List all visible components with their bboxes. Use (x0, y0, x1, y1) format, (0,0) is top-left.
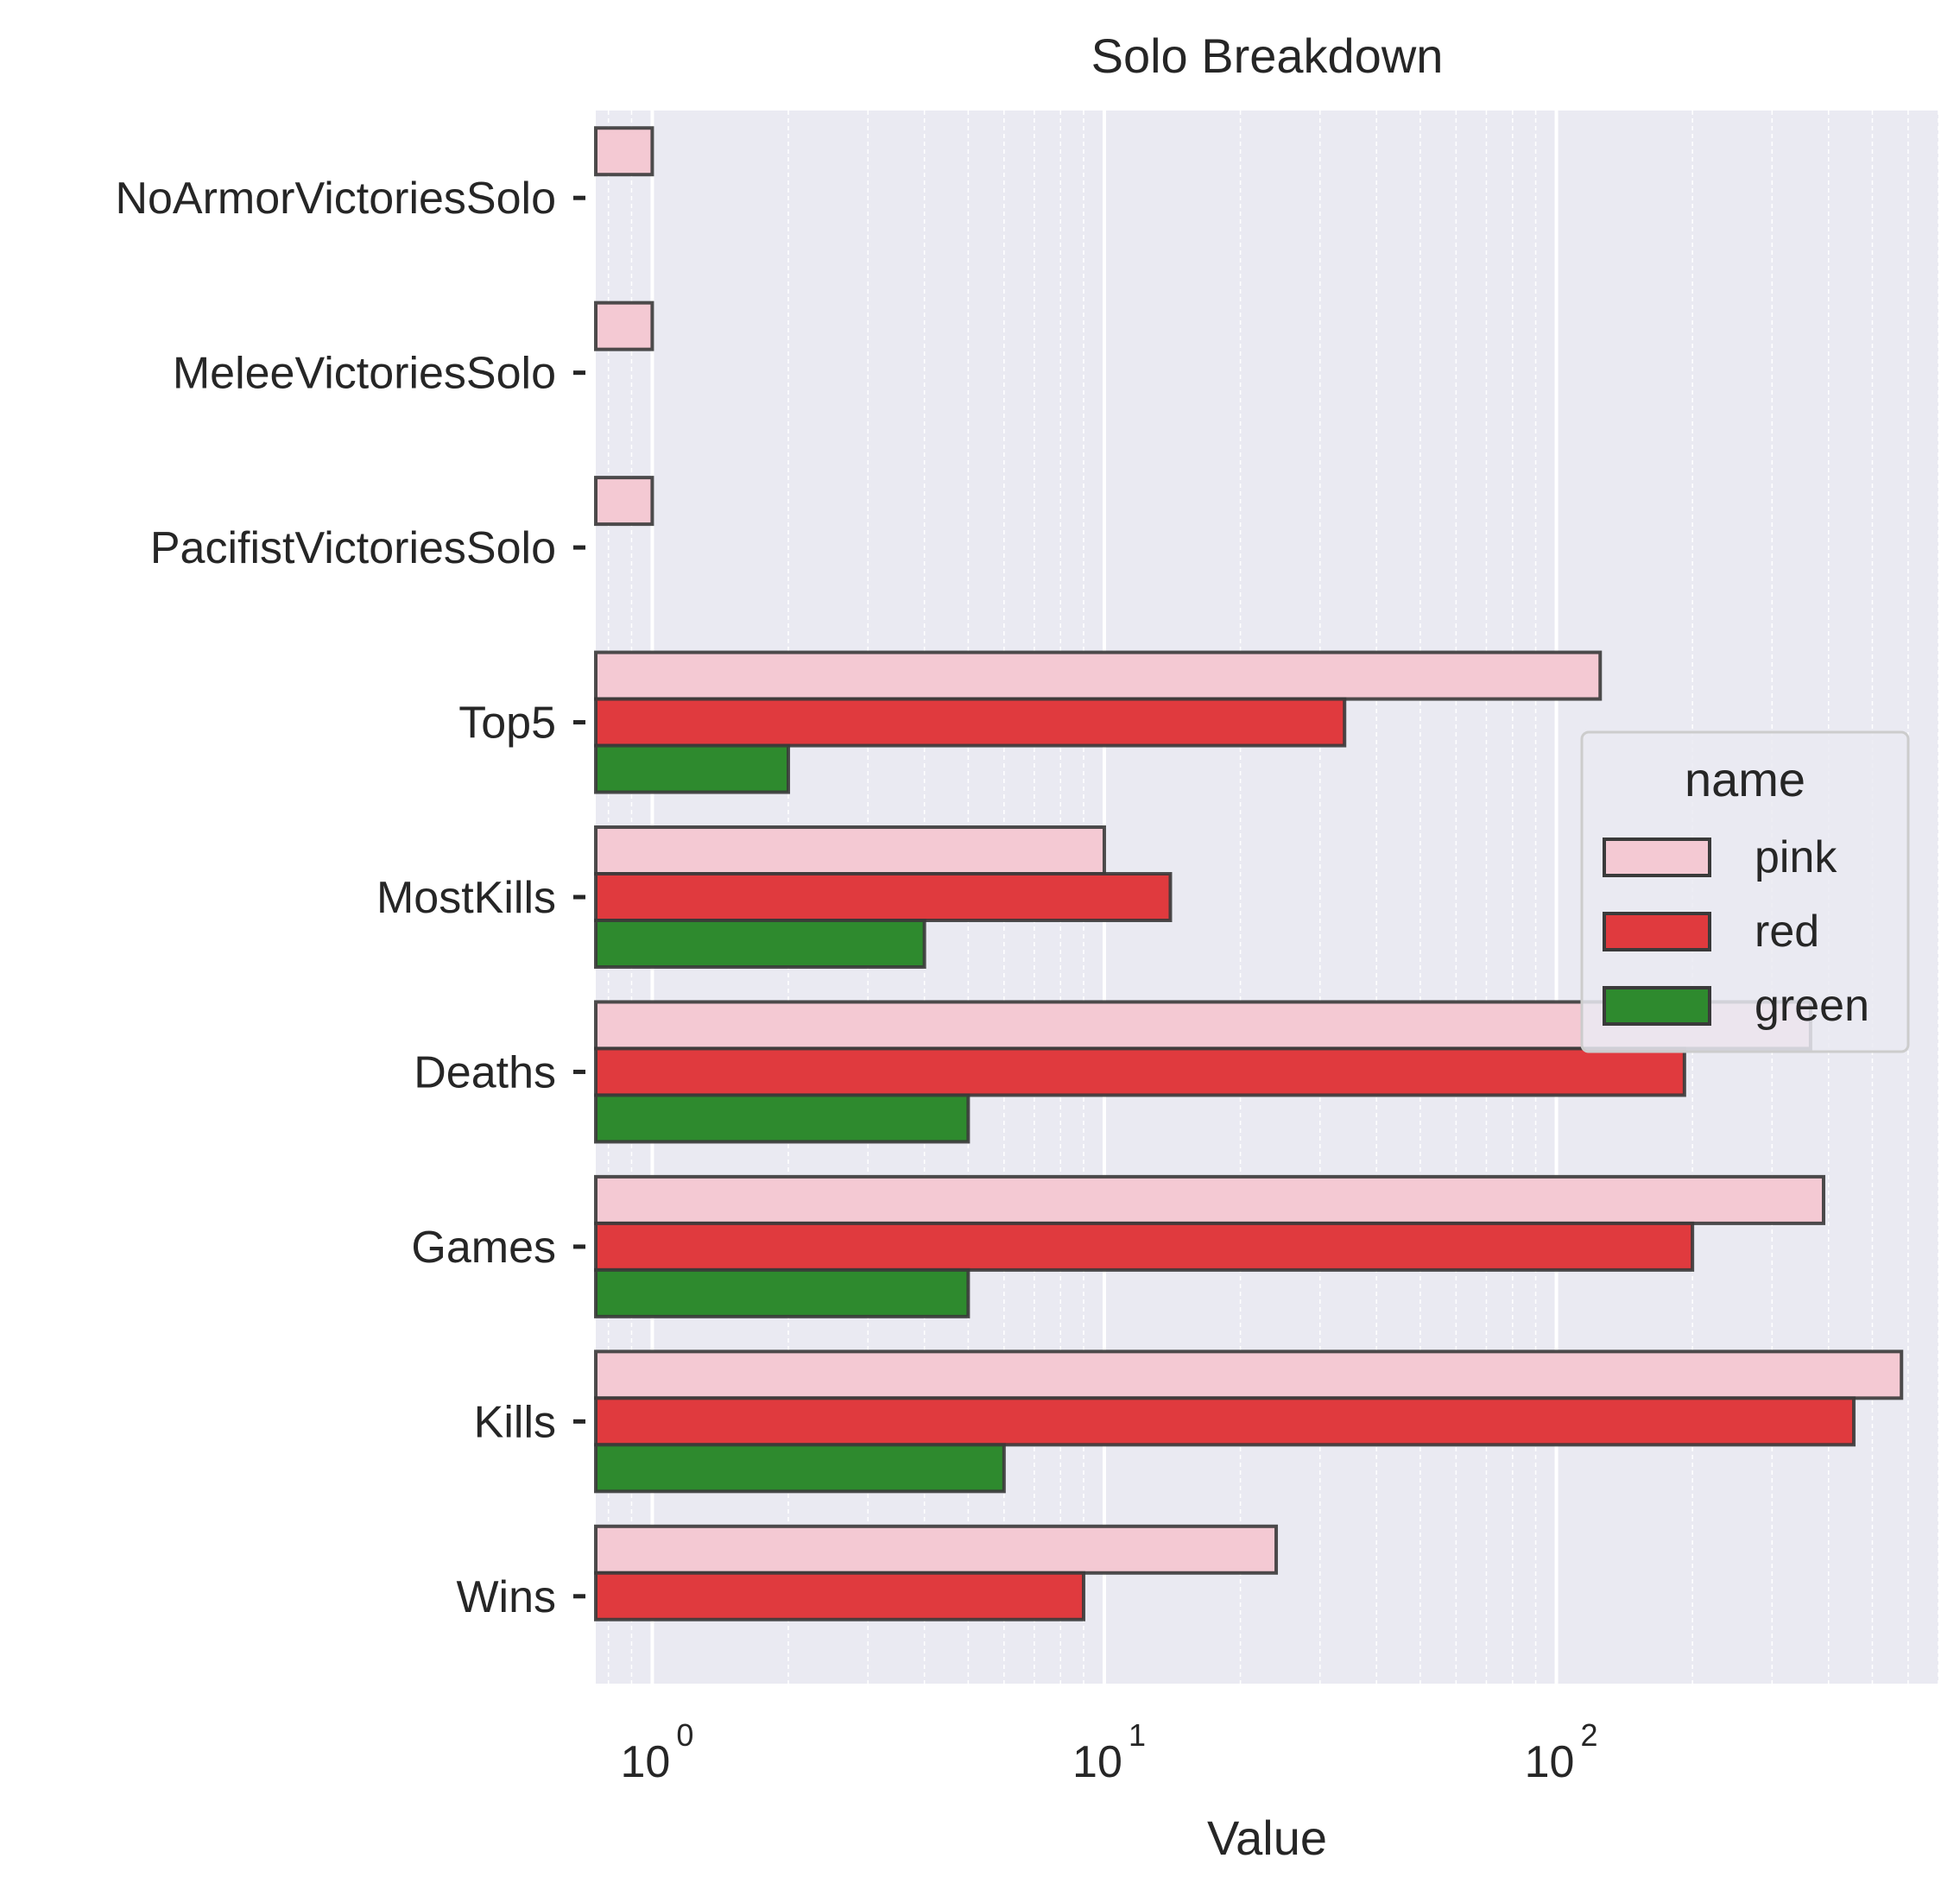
bar-green-deaths (594, 1093, 971, 1144)
legend-box (1580, 730, 1910, 1053)
bar-green-games (594, 1267, 971, 1318)
bar-pink-noarmorvictoriessolo (594, 126, 654, 177)
legend: name pink red green (1580, 730, 1910, 1053)
bars (594, 126, 1904, 1621)
x-tick-exponent: 1 (1129, 1717, 1146, 1753)
bar-red-deaths (594, 1046, 1686, 1097)
bar-red-games (594, 1221, 1695, 1272)
x-tick-label: 10 (1525, 1737, 1575, 1787)
bar-pink-meleevictoriessolo (594, 300, 654, 351)
bar-red-top5 (594, 697, 1347, 748)
x-tick-label: 10 (1072, 1737, 1122, 1787)
x-tick-exponent: 2 (1581, 1717, 1598, 1753)
legend-title: name (1685, 752, 1805, 806)
x-tick-exponent: 0 (676, 1717, 693, 1753)
legend-label-green: green (1755, 981, 1869, 1031)
y-tick-label: Games (411, 1223, 556, 1273)
bar-pink-kills (594, 1350, 1904, 1400)
legend-swatch-green (1603, 986, 1711, 1026)
x-tick-label: 10 (620, 1737, 670, 1787)
bar-pink-wins (594, 1524, 1279, 1575)
bar-green-mostkills (594, 919, 926, 969)
y-tick-label: Deaths (414, 1047, 556, 1097)
bar-red-wins (594, 1571, 1086, 1621)
y-axis: NoArmorVictoriesSolo MeleeVictoriesSolo Pa… (115, 174, 585, 1622)
legend-swatch-red (1603, 912, 1711, 951)
y-tick-label: Kills (474, 1397, 556, 1447)
x-axis-label: Value (1207, 1811, 1327, 1865)
y-tick-label: Top5 (458, 698, 556, 749)
bar-pink-pacifistvictoriessolo (594, 476, 654, 527)
chart-title: Solo Breakdown (1091, 28, 1444, 83)
y-tick-label: MostKills (376, 873, 556, 923)
legend-label-pink: pink (1755, 832, 1837, 882)
legend-swatch-pink (1603, 838, 1711, 877)
bar-pink-mostkills (594, 825, 1106, 875)
bar-red-mostkills (594, 872, 1173, 922)
y-tick-label: Wins (456, 1572, 556, 1622)
y-tick-label: PacifistVictoriesSolo (150, 523, 556, 573)
legend-label-red: red (1755, 907, 1819, 957)
bar-pink-games (594, 1174, 1825, 1225)
y-tick-label: NoArmorVictoriesSolo (115, 174, 556, 224)
bar-green-top5 (594, 743, 791, 794)
bar-red-kills (594, 1396, 1856, 1447)
bar-pink-top5 (594, 650, 1603, 701)
y-tick-label: MeleeVictoriesSolo (173, 349, 556, 399)
bar-green-kills (594, 1443, 1006, 1494)
